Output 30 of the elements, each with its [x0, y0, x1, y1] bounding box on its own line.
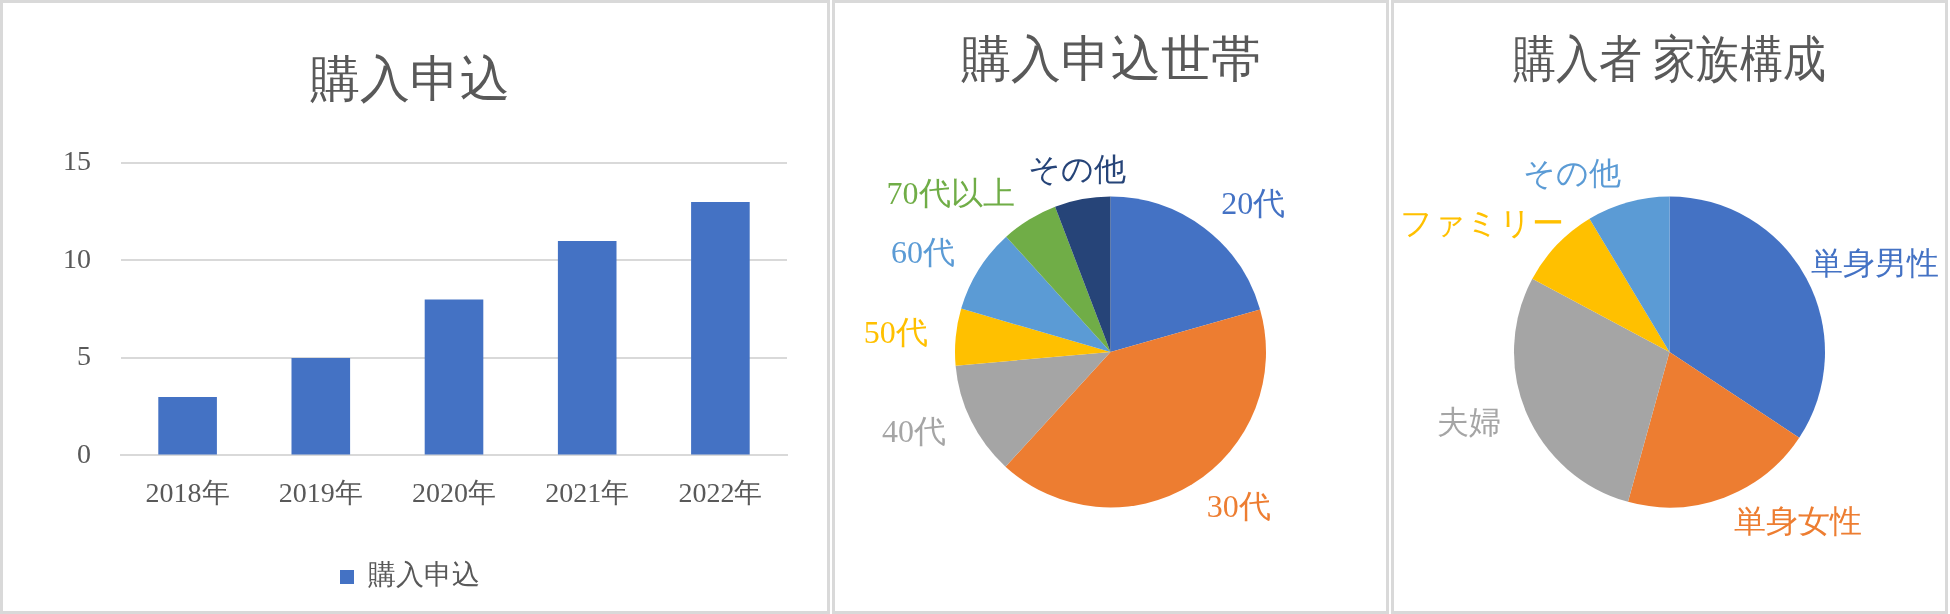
bar: [424, 299, 484, 455]
x-tick-label: 2019年: [278, 476, 363, 508]
bar: [158, 396, 217, 455]
x-tick-label: 2018年: [145, 476, 230, 508]
x-tick-label: 2021年: [545, 476, 630, 508]
slice-label: その他: [1028, 150, 1127, 187]
bar: [557, 240, 617, 455]
slice-label: 単身男性: [1811, 244, 1939, 281]
bar: [691, 201, 750, 455]
y-tick-label: 0: [77, 437, 91, 469]
chart-title: 購入申込: [310, 51, 510, 108]
legend-label: 購入申込: [368, 559, 480, 591]
y-tick-label: 15: [63, 145, 91, 177]
slice-label: 60代: [890, 234, 955, 271]
slice-label: 50代: [863, 313, 928, 350]
chart-title: 購入申込世帯: [960, 31, 1261, 88]
x-tick-label: 2020年: [412, 476, 496, 508]
slice-label: 70代以上: [886, 174, 1015, 211]
bar: [291, 357, 351, 455]
slice-label: 40代: [881, 412, 946, 449]
slice-label: 30代: [1206, 487, 1271, 524]
slice-label: その他: [1522, 154, 1621, 191]
y-tick-label: 10: [63, 242, 91, 274]
slice-label: 単身女性: [1733, 503, 1862, 540]
slice-label: ファミリー: [1400, 204, 1564, 241]
chart-title: 購入者 家族構成: [1512, 31, 1827, 87]
x-tick-label: 2022年: [678, 476, 763, 508]
slice-label: 夫婦: [1436, 403, 1501, 440]
slice-label: 20代: [1221, 185, 1286, 222]
y-tick-label: 5: [77, 340, 91, 372]
